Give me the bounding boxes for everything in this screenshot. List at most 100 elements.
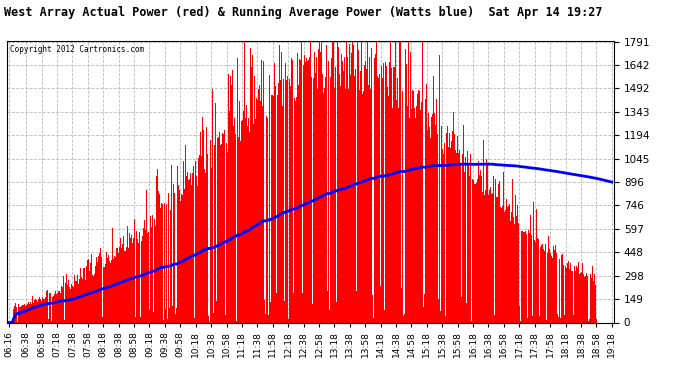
Bar [176, 308, 177, 322]
Bar [87, 260, 88, 322]
Bar [470, 154, 471, 322]
Bar [177, 166, 178, 322]
Bar [497, 197, 498, 322]
Bar [445, 316, 446, 322]
Bar [259, 94, 260, 322]
Bar [382, 78, 383, 322]
Bar [90, 266, 91, 322]
Bar [134, 219, 135, 322]
Bar [156, 176, 157, 322]
Bar [378, 78, 380, 322]
Bar [586, 276, 587, 322]
Bar [25, 306, 26, 322]
Bar [538, 238, 539, 322]
Bar [484, 195, 485, 322]
Bar [471, 321, 472, 322]
Bar [269, 75, 270, 322]
Bar [149, 310, 150, 322]
Bar [487, 164, 488, 322]
Bar [121, 248, 122, 322]
Bar [13, 309, 14, 322]
Bar [513, 217, 514, 322]
Bar [168, 200, 169, 322]
Bar [355, 69, 356, 322]
Bar [442, 149, 443, 322]
Bar [154, 219, 155, 322]
Bar [198, 158, 199, 322]
Bar [200, 132, 201, 322]
Bar [207, 154, 208, 322]
Bar [102, 316, 103, 322]
Bar [545, 244, 546, 322]
Bar [160, 208, 161, 322]
Bar [439, 114, 440, 322]
Bar [112, 228, 113, 322]
Bar [496, 197, 497, 322]
Bar [473, 180, 474, 322]
Bar [165, 216, 166, 322]
Bar [495, 302, 497, 322]
Bar [363, 91, 364, 322]
Bar [366, 69, 367, 322]
Bar [256, 106, 257, 322]
Bar [476, 183, 477, 322]
Bar [578, 262, 579, 322]
Bar [540, 247, 541, 322]
Bar [463, 125, 464, 322]
Bar [368, 85, 369, 322]
Bar [188, 182, 189, 322]
Bar [171, 165, 172, 322]
Bar [569, 269, 570, 322]
Bar [63, 321, 64, 322]
Bar [94, 273, 95, 322]
Bar [311, 77, 312, 322]
Text: Copyright 2012 Cartronics.com: Copyright 2012 Cartronics.com [10, 45, 144, 54]
Bar [117, 256, 119, 322]
Bar [158, 191, 159, 322]
Bar [360, 71, 361, 322]
Bar [228, 111, 230, 322]
Bar [162, 204, 163, 322]
Bar [524, 232, 525, 322]
Bar [280, 80, 282, 322]
Bar [352, 42, 353, 322]
Bar [12, 309, 14, 322]
Bar [485, 190, 486, 322]
Bar [174, 193, 175, 322]
Bar [451, 141, 452, 322]
Bar [459, 134, 460, 322]
Bar [151, 227, 152, 322]
Bar [241, 120, 243, 322]
Bar [65, 283, 66, 322]
Bar [48, 319, 49, 322]
Bar [564, 315, 565, 322]
Bar [565, 266, 566, 322]
Bar [235, 134, 236, 322]
Bar [357, 74, 358, 322]
Bar [73, 288, 74, 322]
Bar [290, 86, 291, 322]
Bar [391, 68, 393, 322]
Bar [492, 193, 493, 322]
Bar [185, 145, 186, 322]
Bar [433, 76, 434, 322]
Bar [592, 266, 593, 322]
Bar [388, 96, 389, 322]
Bar [253, 124, 254, 322]
Bar [50, 295, 51, 322]
Bar [126, 246, 127, 322]
Bar [159, 194, 160, 322]
Bar [528, 230, 529, 322]
Bar [452, 134, 453, 322]
Bar [16, 306, 17, 322]
Bar [300, 60, 302, 322]
Bar [136, 231, 137, 322]
Bar [144, 220, 145, 322]
Bar [527, 318, 528, 322]
Bar [152, 214, 153, 322]
Bar [233, 126, 234, 322]
Bar [483, 140, 484, 322]
Bar [29, 304, 30, 322]
Bar [260, 101, 261, 322]
Bar [250, 48, 251, 322]
